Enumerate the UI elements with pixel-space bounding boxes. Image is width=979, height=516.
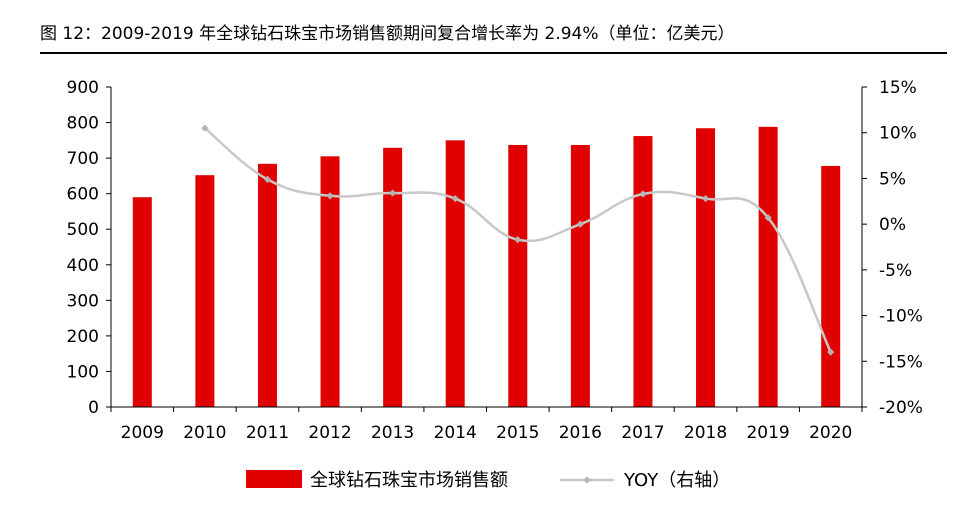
legend-label-line: YOY（右轴）	[623, 470, 730, 491]
left-tick-label: 700	[67, 149, 99, 169]
right-tick-label: 15%	[879, 78, 917, 98]
x-axis: 2009 2010 2011 2012 2013 2014 2015 2016 2017 2018…	[110, 406, 863, 443]
yoy-point	[326, 192, 334, 200]
left-tick-label: 300	[67, 291, 99, 311]
left-tick-label: 900	[67, 78, 99, 98]
bar	[132, 197, 152, 407]
left-tick-label: 100	[67, 362, 99, 382]
yoy-point	[451, 194, 459, 203]
yoy-series	[201, 124, 835, 356]
x-tick-label: 2015	[496, 423, 539, 443]
left-tick-label: 0	[88, 398, 99, 418]
left-tick-label: 400	[67, 256, 99, 276]
right-tick-label: 10%	[879, 124, 917, 144]
legend: 全球钻石珠宝市场销售额 YOY（右轴）	[246, 470, 730, 491]
yoy-point	[701, 194, 710, 203]
left-tick-label: 500	[67, 220, 99, 240]
bar	[696, 128, 716, 407]
legend-label-bar: 全球钻石珠宝市场销售额	[310, 470, 508, 491]
right-tick-label: -15%	[879, 352, 923, 372]
bar	[570, 144, 590, 407]
x-tick-label: 2012	[308, 423, 351, 443]
caption-rule	[40, 52, 947, 54]
right-tick-label: -10%	[879, 307, 923, 327]
x-tick-label: 2009	[121, 423, 164, 443]
right-axis: -20% -15% -10% -5% 0% 5% 10% 15%	[861, 78, 923, 418]
yoy-point	[639, 190, 647, 198]
bar	[257, 163, 277, 407]
bar	[508, 144, 528, 407]
bar	[758, 126, 778, 408]
bar	[821, 165, 841, 407]
yoy-point	[827, 348, 835, 356]
x-tick-label: 2019	[746, 423, 789, 443]
x-tick-label: 2016	[559, 423, 602, 443]
left-tick-label: 600	[67, 185, 99, 205]
x-tick-label: 2010	[183, 423, 226, 443]
right-tick-label: 0%	[879, 215, 906, 235]
right-tick-label: -5%	[879, 261, 912, 281]
yoy-point	[764, 214, 772, 222]
legend-swatch-bar	[246, 470, 302, 488]
yoy-line	[204, 127, 832, 353]
x-tick-label: 2011	[246, 423, 289, 443]
x-tick-label: 2020	[809, 423, 852, 443]
bar	[445, 140, 465, 408]
bar	[383, 147, 403, 408]
bar	[633, 136, 653, 408]
bar-series	[132, 126, 841, 408]
right-tick-label: -20%	[879, 398, 923, 418]
figure-caption: 图 12：2009-2019 年全球钻石珠宝市场销售额期间复合增长率为 2.94…	[40, 24, 735, 44]
bar	[195, 175, 215, 407]
legend-swatch-marker	[583, 476, 591, 484]
yoy-point	[263, 175, 272, 183]
yoy-point	[514, 236, 522, 244]
left-tick-label: 200	[67, 327, 99, 347]
yoy-point	[389, 189, 397, 197]
left-axis: 0 100 200 300 400 500 600 700 800 900	[67, 78, 112, 418]
yoy-point	[576, 220, 584, 228]
left-tick-label: 800	[67, 114, 99, 134]
x-tick-label: 2014	[434, 423, 477, 443]
x-tick-label: 2018	[684, 423, 727, 443]
right-tick-label: 5%	[879, 169, 906, 189]
x-tick-label: 2017	[621, 423, 664, 443]
yoy-point	[201, 124, 209, 132]
x-tick-label: 2013	[371, 423, 414, 443]
bar	[320, 156, 340, 407]
